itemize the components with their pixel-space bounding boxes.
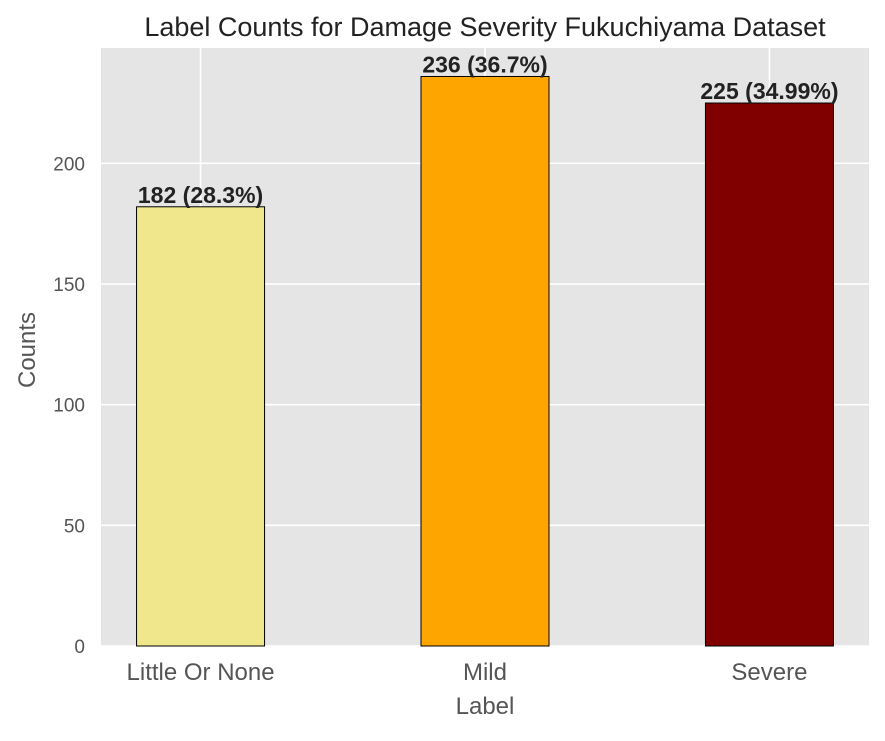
bar-mild — [420, 75, 550, 647]
y-axis-label: Counts — [14, 312, 41, 388]
bar-severe — [704, 102, 834, 647]
bar-little-or-none — [136, 206, 266, 647]
bar-value-labels: 182 (28.3%) 236 (36.7%) 225 (34.99%) — [138, 51, 839, 207]
x-tick-label: Mild — [463, 659, 507, 686]
bar-value-label: 225 (34.99%) — [700, 78, 838, 104]
y-axis-ticks: 0 50 100 150 200 — [53, 154, 85, 658]
x-axis-ticks: Little Or None Mild Severe — [127, 659, 808, 686]
chart-title: Label Counts for Damage Severity Fukuchi… — [144, 12, 826, 42]
x-axis-label: Label — [456, 693, 515, 720]
bars — [136, 75, 834, 647]
bar-value-label: 182 (28.3%) — [138, 182, 263, 208]
y-tick-label: 50 — [64, 516, 85, 537]
y-tick-label: 150 — [53, 275, 85, 296]
x-tick-label: Severe — [731, 659, 807, 686]
y-tick-label: 0 — [74, 637, 85, 658]
y-tick-label: 100 — [53, 396, 85, 417]
bar-value-label: 236 (36.7%) — [422, 51, 547, 77]
y-tick-label: 200 — [53, 154, 85, 175]
x-tick-label: Little Or None — [127, 659, 275, 686]
